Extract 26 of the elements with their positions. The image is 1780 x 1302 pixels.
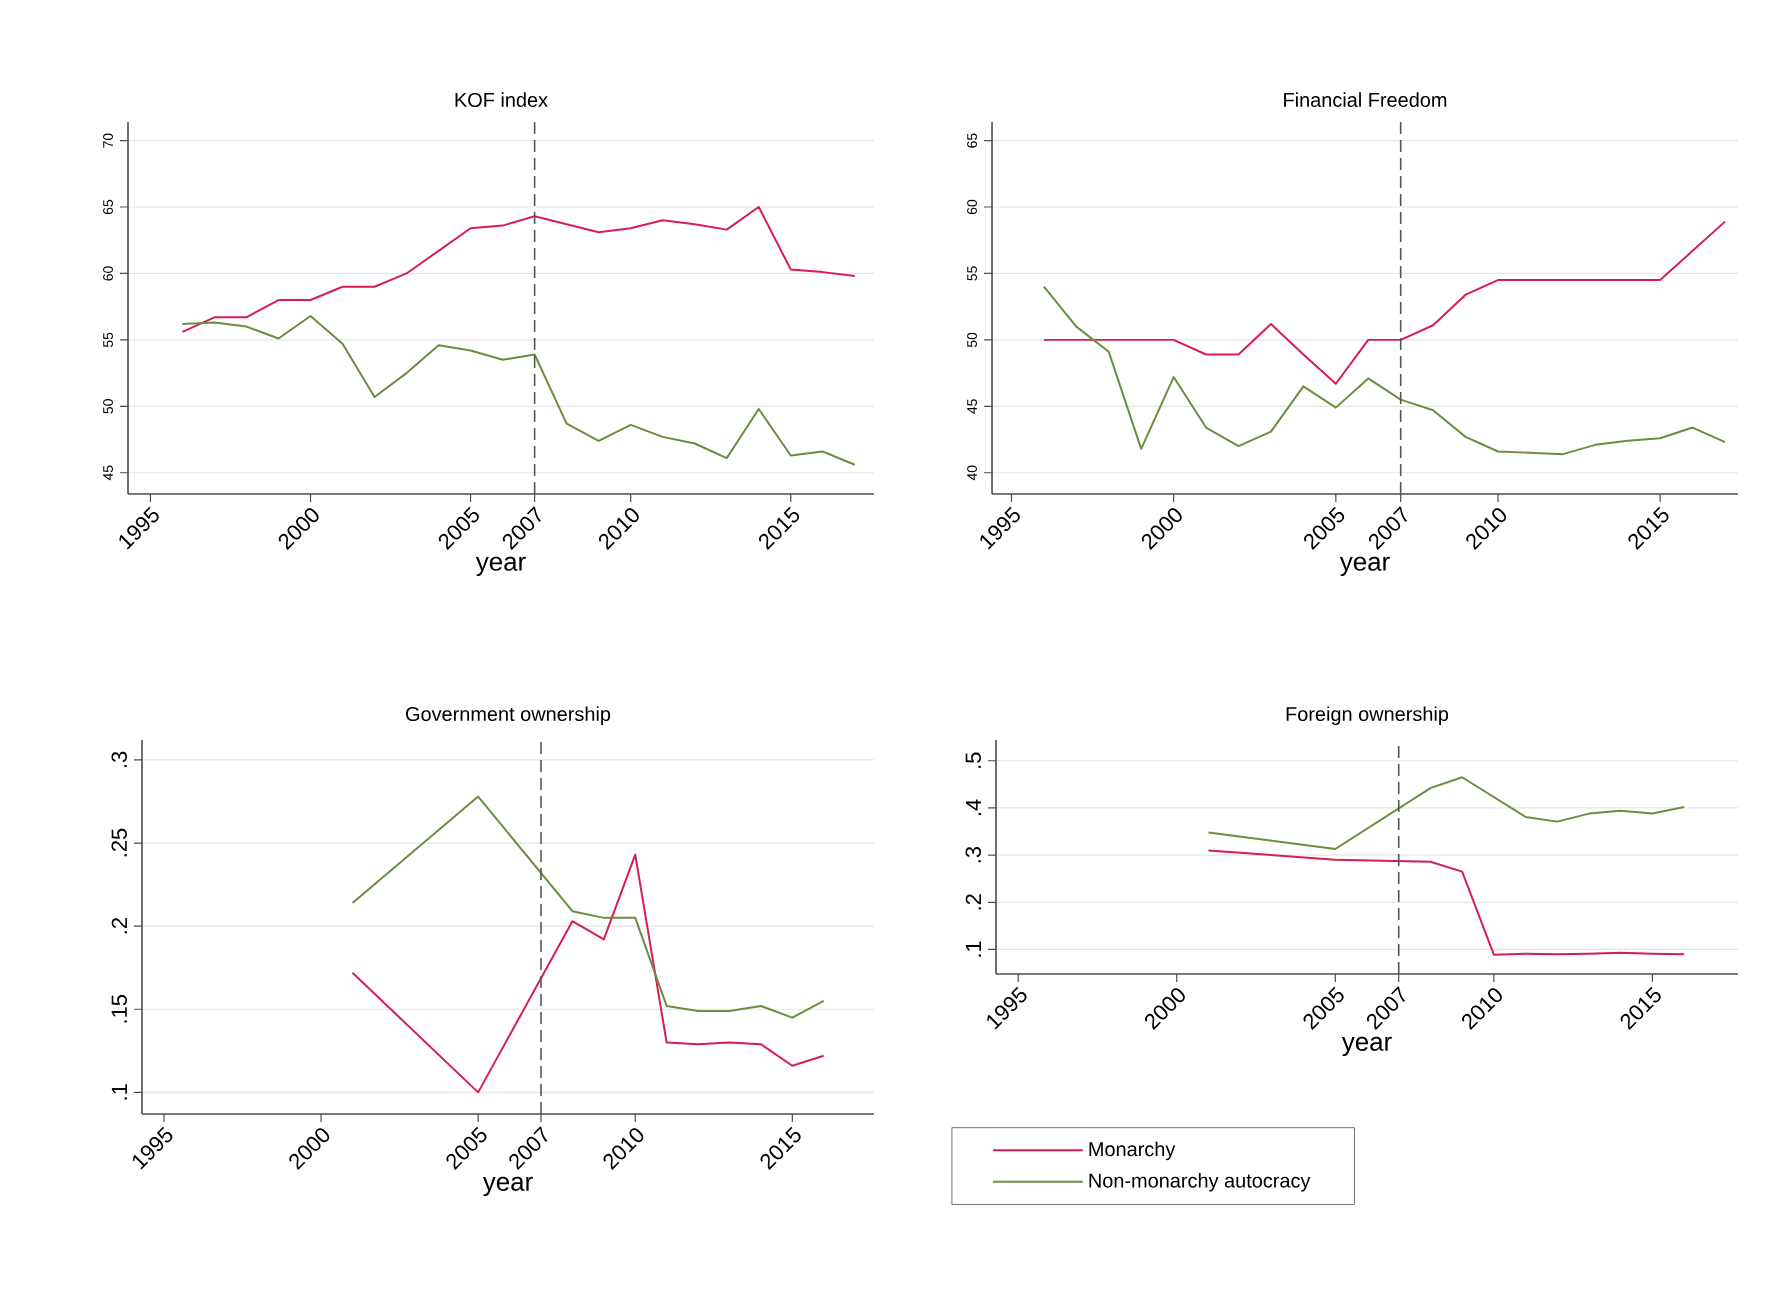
y-tick-label: .4: [965, 799, 981, 816]
x-axis-title: year: [1339, 556, 1390, 576]
legend-label: Monarchy: [1089, 1141, 1176, 1161]
x-axis-title: year: [475, 556, 526, 576]
line-series: [181, 314, 856, 466]
chart-title: Foreign ownership: [1286, 706, 1449, 725]
chart-title: KOF index: [455, 92, 548, 107]
y-tick-label: .2: [111, 918, 127, 934]
chart-title: Financial Freedom: [1284, 92, 1447, 107]
y-tick-label: .15: [111, 994, 127, 1023]
line-series: [351, 795, 825, 1019]
line-series: [1207, 849, 1686, 956]
y-tick-label: .1: [965, 941, 981, 957]
line-series: [1207, 776, 1686, 850]
y-tick-label: .3: [111, 751, 127, 768]
y-tick-label: .3: [965, 846, 981, 863]
y-tick-label: .25: [111, 828, 127, 857]
chart-title: Government ownership: [406, 706, 611, 725]
line-series: [351, 853, 825, 1094]
y-tick-label: .1: [111, 1084, 127, 1100]
y-tick-label: .5: [965, 752, 981, 768]
x-axis-title: year: [1341, 1036, 1392, 1056]
y-tick-label: .2: [965, 894, 981, 910]
x-axis-title: year: [482, 1176, 533, 1196]
legend-label: Non-monarchy autocracy: [1089, 1173, 1311, 1192]
line-series: [181, 206, 856, 333]
